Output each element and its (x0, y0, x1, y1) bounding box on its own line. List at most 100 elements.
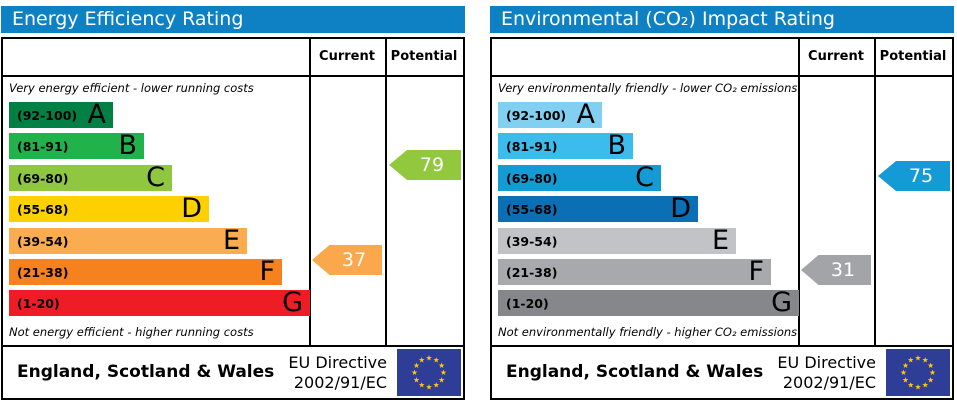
current-column-header: Current (319, 49, 375, 64)
column-divider (874, 39, 876, 345)
band-b-range: (81-91) (506, 138, 558, 154)
svg-text:★: ★ (922, 381, 929, 390)
footer: England, Scotland & Wales EU Directive 2… (490, 345, 954, 400)
svg-text:★: ★ (900, 368, 907, 377)
svg-text:★: ★ (907, 355, 914, 364)
svg-text:★: ★ (927, 361, 934, 370)
band-b-range: (81-91) (17, 138, 69, 154)
svg-text:★: ★ (413, 375, 420, 384)
eu-flag-icon: ★ ★ ★ ★ ★ ★ ★ ★ ★ ★ ★ ★ (397, 349, 461, 396)
band-g-bar: (1-20) G (498, 287, 799, 318)
band-b-letter: B (607, 130, 626, 161)
potential-column-header: Potential (879, 49, 947, 64)
potential-column-header: Potential (390, 49, 458, 64)
footer: England, Scotland & Wales EU Directive 2… (1, 345, 465, 400)
band-e-range: (39-54) (506, 233, 558, 249)
band-b-bar: (81-91) B (498, 130, 633, 161)
band-b-bar: (81-91) B (9, 130, 144, 161)
band-f-letter: F (259, 256, 275, 287)
panel-title: Energy Efficiency Rating (1, 6, 465, 33)
bottom-note: Not environmentally friendly - higher CO… (498, 325, 798, 339)
band-c-letter: C (146, 162, 165, 193)
band-e-letter: E (222, 225, 240, 256)
band-a-range: (92-100) (506, 107, 567, 123)
svg-text:★: ★ (929, 368, 936, 377)
column-divider (385, 39, 387, 345)
band-c-range: (69-80) (506, 170, 558, 186)
band-f-letter: F (748, 256, 764, 287)
band-f-range: (21-38) (17, 264, 69, 280)
svg-text:★: ★ (411, 368, 418, 377)
svg-text:★: ★ (413, 361, 420, 370)
potential-rating-arrow: 75 (878, 161, 950, 191)
band-a-range: (92-100) (17, 107, 78, 123)
svg-text:★: ★ (922, 355, 929, 364)
potential-rating-value: 75 (908, 165, 934, 187)
svg-text:★: ★ (440, 368, 447, 377)
potential-rating-value: 79 (419, 154, 445, 176)
rating-chart: Current Potential Very energy efficient … (1, 37, 465, 347)
column-divider (309, 39, 311, 345)
band-g-bar: (1-20) G (9, 287, 310, 318)
svg-text:★: ★ (433, 355, 440, 364)
band-a-bar: (92-100) A (498, 99, 602, 130)
band-c-bar: (69-80) C (9, 162, 172, 193)
current-column-header: Current (808, 49, 864, 64)
band-d-range: (55-68) (506, 201, 558, 217)
column-header-row (492, 39, 952, 77)
band-d-bar: (55-68) D (9, 193, 209, 224)
eu-directive-label: EU Directive 2002/91/EC (777, 353, 876, 393)
current-rating-arrow: 37 (312, 245, 382, 275)
band-b-letter: B (118, 130, 137, 161)
column-header-row (3, 39, 463, 77)
svg-text:★: ★ (418, 381, 425, 390)
band-a-letter: A (576, 99, 595, 130)
band-d-bar: (55-68) D (498, 193, 698, 224)
band-g-letter: G (771, 287, 792, 318)
svg-text:★: ★ (433, 381, 440, 390)
band-g-range: (1-20) (17, 295, 60, 311)
eu-directive-line1: EU Directive (288, 352, 387, 372)
band-c-range: (69-80) (17, 170, 69, 186)
band-e-range: (39-54) (17, 233, 69, 249)
band-d-range: (55-68) (17, 201, 69, 217)
band-d-letter: D (670, 193, 691, 224)
svg-text:★: ★ (915, 383, 922, 392)
band-e-letter: E (711, 225, 729, 256)
band-f-range: (21-38) (506, 264, 558, 280)
environmental-impact-panel: Environmental (CO₂) Impact Rating Curren… (490, 0, 954, 404)
band-e-bar: (39-54) E (498, 225, 736, 256)
band-c-bar: (69-80) C (498, 164, 661, 191)
svg-text:★: ★ (902, 375, 909, 384)
band-e-bar: (39-54) E (9, 225, 247, 256)
eu-directive-line2: 2002/91/EC (293, 372, 387, 392)
rating-chart: Current Potential Very environmentally f… (490, 37, 954, 347)
current-rating-arrow: 31 (801, 255, 871, 285)
band-g-range: (1-20) (506, 295, 549, 311)
bottom-note: Not energy efficient - higher running co… (9, 325, 254, 339)
svg-text:★: ★ (438, 361, 445, 370)
potential-rating-arrow: 79 (389, 150, 461, 180)
svg-text:★: ★ (902, 361, 909, 370)
column-divider (798, 39, 800, 345)
svg-text:★: ★ (426, 354, 433, 363)
top-note: Very energy efficient - lower running co… (9, 81, 254, 95)
eu-directive-line2: 2002/91/EC (782, 372, 876, 392)
band-f-bar: (21-38) F (9, 256, 282, 287)
energy-efficiency-panel: Energy Efficiency Rating Current Potenti… (1, 0, 465, 404)
band-a-bar: (92-100) A (9, 99, 113, 130)
svg-text:★: ★ (418, 355, 425, 364)
eu-directive-label: EU Directive 2002/91/EC (288, 353, 387, 393)
region-label: England, Scotland & Wales (506, 362, 764, 382)
band-a-letter: A (87, 99, 106, 130)
current-rating-value: 37 (341, 249, 367, 271)
band-f-bar: (21-38) F (498, 256, 771, 287)
svg-text:★: ★ (907, 381, 914, 390)
svg-text:★: ★ (915, 354, 922, 363)
panel-title: Environmental (CO₂) Impact Rating (490, 6, 954, 33)
svg-text:★: ★ (426, 383, 433, 392)
region-label: England, Scotland & Wales (17, 362, 275, 382)
band-g-letter: G (282, 287, 303, 318)
current-rating-value: 31 (830, 259, 856, 281)
band-d-letter: D (181, 193, 202, 224)
